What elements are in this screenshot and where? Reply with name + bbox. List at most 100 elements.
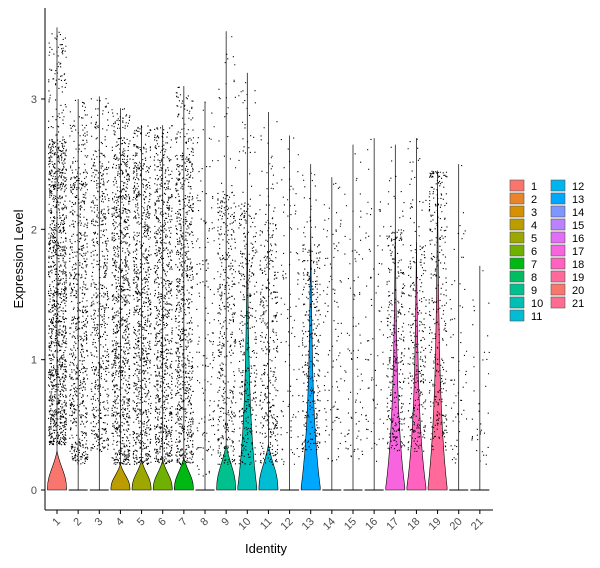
jitter-points (90, 98, 110, 452)
violin-body (152, 459, 173, 491)
legend-label: 16 (572, 233, 584, 245)
violin-cluster-14 (322, 177, 342, 491)
legend-swatch (550, 296, 566, 309)
jitter-points (69, 99, 89, 465)
x-tick-label: 2 (71, 516, 84, 529)
legend-label: 15 (572, 220, 584, 232)
legend-swatch (550, 205, 566, 218)
jitter-points (238, 82, 258, 465)
legend-item-7: 7 (509, 257, 537, 271)
legend-label: 21 (572, 298, 584, 310)
legend-label: 1 (531, 181, 537, 193)
violin-cluster-21 (470, 265, 490, 491)
x-tick-label: 15 (342, 516, 359, 533)
legend-label: 4 (531, 220, 537, 232)
legend-item-10: 10 (509, 296, 543, 310)
violin-cluster-6 (152, 125, 173, 491)
legend-label: 17 (572, 246, 584, 258)
x-tick-label: 7 (177, 516, 190, 529)
legend-item-19: 19 (550, 270, 584, 284)
violin-body (427, 190, 448, 491)
legend-label: 2 (531, 194, 537, 206)
legend-swatch (550, 257, 566, 270)
violin-body (47, 450, 67, 491)
violin-body (237, 229, 258, 491)
violin-body (300, 229, 321, 491)
violin-cluster-20 (449, 164, 469, 491)
x-tick-label: 3 (93, 516, 106, 529)
legend-swatch (509, 296, 525, 309)
legend-label: 7 (531, 259, 537, 271)
legend-swatch (509, 270, 525, 283)
legend-swatch (509, 218, 525, 231)
legend-swatch (509, 244, 525, 257)
jitter-points (280, 137, 300, 465)
jitter-points (428, 170, 448, 451)
jitter-points (217, 36, 237, 465)
legend-item-15: 15 (550, 218, 584, 232)
legend-item-3: 3 (509, 205, 537, 219)
legend-item-11: 11 (509, 309, 542, 323)
x-tick-label: 12 (279, 516, 296, 533)
x-tick-label: 1 (50, 516, 63, 529)
legend-item-14: 14 (550, 205, 584, 219)
jitter-points (259, 121, 279, 465)
violin-body (258, 444, 279, 491)
legend-item-8: 8 (509, 270, 537, 284)
violin-cluster-15 (343, 144, 364, 491)
legend-label: 5 (531, 233, 537, 245)
x-tick-label: 6 (156, 516, 169, 529)
legend-item-5: 5 (509, 231, 537, 245)
y-tick-label: 0 (31, 485, 37, 497)
jitter-points (323, 182, 342, 462)
jitter-points (196, 101, 216, 477)
x-tick-label: 8 (198, 516, 211, 529)
x-tick-label: 11 (258, 516, 275, 533)
legend-label: 3 (531, 207, 537, 219)
legend-item-6: 6 (509, 244, 537, 258)
x-tick-label: 16 (363, 516, 380, 533)
legend-label: 14 (572, 207, 584, 219)
legend-label: 20 (572, 285, 584, 297)
x-tick-label: 20 (448, 516, 465, 533)
legend-swatch (550, 270, 566, 283)
legend-swatch (509, 283, 525, 296)
violin-cluster-12 (280, 135, 300, 491)
x-tick-label: 21 (469, 516, 486, 533)
violin-cluster-2 (68, 99, 89, 491)
violin-cluster-10 (237, 72, 258, 491)
legend-swatch (509, 231, 525, 244)
legend-item-1: 1 (509, 179, 537, 193)
legend-label: 9 (531, 285, 537, 297)
legend-label: 10 (531, 298, 543, 310)
legend-item-17: 17 (550, 244, 584, 258)
jitter-points (344, 153, 364, 460)
violin-cluster-1 (47, 27, 68, 491)
jitter-points (365, 138, 385, 462)
legend-swatch (509, 205, 525, 218)
violin-cluster-9 (216, 31, 237, 491)
legend-label: 6 (531, 246, 537, 258)
legend-item-18: 18 (550, 257, 584, 271)
legend-swatch (550, 244, 566, 257)
y-axis-title: Expression Level (11, 209, 26, 308)
x-tick-label: 14 (321, 516, 338, 533)
legend-label: 18 (572, 259, 584, 271)
legend-item-21: 21 (550, 296, 584, 310)
x-tick-label: 9 (219, 516, 232, 529)
jitter-points (132, 125, 152, 465)
jitter-points (174, 86, 194, 466)
y-tick-label: 1 (31, 355, 37, 367)
legend-label: 12 (572, 181, 584, 193)
x-tick-label: 19 (427, 516, 444, 533)
violin-cluster-7 (174, 85, 194, 491)
legend-item-20: 20 (550, 283, 584, 297)
x-tick-label: 17 (384, 516, 401, 533)
legend-item-16: 16 (550, 231, 584, 245)
violin-cluster-5 (131, 125, 152, 491)
violin-cluster-18 (406, 138, 427, 491)
legend-swatch (550, 192, 566, 205)
violin-cluster-13 (300, 164, 321, 491)
legend-label: 19 (572, 272, 584, 284)
